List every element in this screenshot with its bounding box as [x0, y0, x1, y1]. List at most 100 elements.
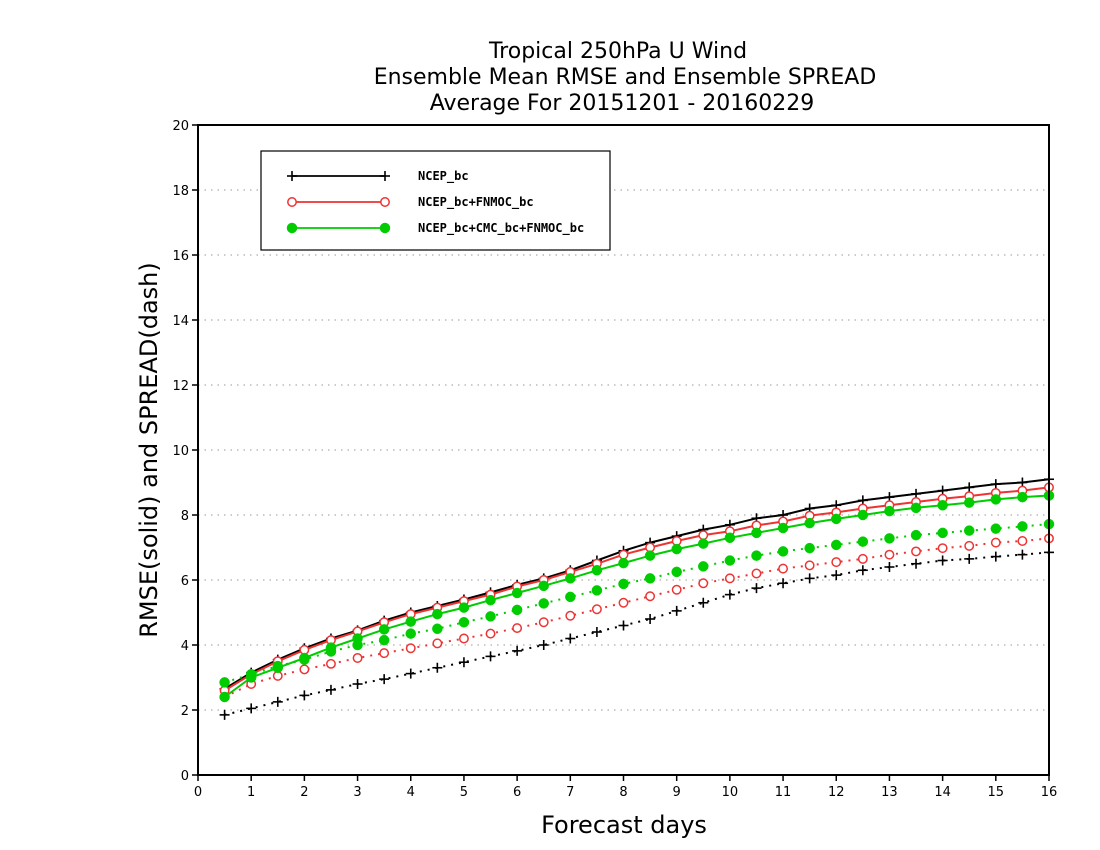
y-tick-label: 4 — [181, 639, 189, 654]
spread-point — [937, 543, 948, 554]
spread-point — [671, 605, 682, 616]
spread-point — [990, 523, 1002, 534]
spread-point — [591, 627, 602, 637]
spread-point — [884, 562, 895, 572]
spread-point — [804, 573, 815, 584]
spread-point — [884, 549, 895, 560]
spread-point — [245, 669, 257, 680]
legend-label: NCEP_bc+CMC_bc+FNMOC_bc — [418, 221, 584, 236]
spread-point — [485, 628, 496, 639]
series-layer — [219, 474, 1055, 720]
spread-point — [671, 584, 682, 595]
spread-line-1 — [224, 537, 1050, 698]
y-tick-label: 10 — [172, 444, 189, 459]
y-tick-label: 6 — [181, 574, 189, 589]
rmse-point — [804, 517, 815, 529]
grid — [198, 189, 1049, 711]
rmse-point — [751, 527, 762, 539]
spread-point — [831, 557, 842, 568]
chart-title-line-3: Average For 20151201 - 20160229 — [430, 91, 815, 116]
series-2 — [219, 490, 1055, 703]
x-tick-label: 0 — [194, 785, 202, 800]
legend-item-1: NCEP_bc+FNMOC_bc — [287, 195, 534, 210]
spread-point — [405, 668, 416, 679]
legend-marker — [380, 197, 390, 207]
spread-point — [272, 660, 284, 672]
rmse-point — [1017, 491, 1028, 503]
spread-point — [724, 573, 735, 584]
rmse-point — [831, 513, 842, 525]
spread-point — [299, 654, 310, 665]
spread-point — [645, 614, 656, 624]
spread-point — [698, 561, 709, 572]
rmse-point — [777, 522, 789, 534]
y-tick-label: 18 — [172, 184, 189, 199]
spread-point — [1017, 536, 1028, 546]
spread-point — [591, 604, 602, 615]
spread-point — [219, 709, 230, 720]
rmse-point — [724, 532, 736, 543]
spread-point — [831, 570, 842, 581]
spread-point — [751, 583, 762, 594]
x-tick-label: 4 — [407, 785, 415, 800]
rmse-point — [219, 691, 230, 703]
spread-point — [911, 558, 922, 569]
spread-point — [1017, 549, 1028, 560]
rmse-point — [644, 550, 656, 561]
rmse-point — [618, 557, 629, 569]
rmse-point — [538, 580, 549, 592]
spread-point — [963, 525, 975, 536]
spread-point — [512, 645, 523, 656]
legend-label: NCEP_bc+FNMOC_bc — [418, 195, 534, 210]
spread-point — [644, 573, 656, 584]
spread-point — [379, 674, 390, 685]
spread-line-2 — [224, 523, 1050, 684]
spread-point — [911, 546, 921, 557]
spread-point — [618, 578, 629, 590]
x-tick-label: 9 — [673, 785, 681, 800]
series-1 — [219, 482, 1054, 702]
spread-point — [405, 643, 416, 654]
spread-point — [485, 651, 496, 662]
spread-point — [272, 696, 283, 707]
spread-point — [1017, 521, 1028, 532]
spread-point — [299, 690, 310, 701]
rmse-point — [964, 482, 975, 493]
x-tick-label: 14 — [934, 785, 951, 800]
spread-point — [299, 664, 310, 675]
x-tick-label: 5 — [460, 785, 468, 800]
legend-label: NCEP_bc — [418, 169, 469, 184]
spread-point — [591, 585, 603, 596]
x-tick-label: 8 — [619, 785, 627, 800]
x-tick-label: 12 — [828, 785, 845, 800]
spread-point — [565, 610, 576, 621]
spread-point — [645, 591, 656, 602]
x-tick-label: 13 — [881, 785, 898, 800]
spread-point — [751, 568, 762, 579]
legend-marker — [286, 222, 298, 234]
rmse-point — [857, 509, 869, 521]
spread-point — [698, 597, 709, 608]
x-tick-label: 7 — [566, 785, 574, 800]
spread-point — [458, 617, 470, 628]
rmse-point — [910, 502, 922, 514]
spread-point — [246, 703, 257, 714]
spread-point — [724, 589, 735, 600]
rmse-point — [591, 565, 603, 576]
spread-point — [990, 551, 1001, 562]
spread-point — [618, 620, 629, 631]
spread-point — [884, 533, 895, 544]
legend-item-0: NCEP_bc — [287, 169, 469, 184]
x-tick-label: 6 — [513, 785, 521, 800]
series-0 — [219, 474, 1054, 720]
spread-point — [778, 563, 789, 574]
chart-title-line-2: Ensemble Mean RMSE and Ensemble SPREAD — [374, 65, 877, 90]
spread-point — [326, 658, 336, 669]
y-axis-label: RMSE(solid) and SPREAD(dash) — [135, 262, 163, 638]
spread-point — [857, 536, 869, 547]
spread-point — [538, 617, 549, 628]
spread-point — [512, 623, 523, 634]
spread-point — [538, 640, 549, 650]
rmse-line-2 — [224, 494, 1050, 698]
legend-marker — [380, 171, 390, 181]
